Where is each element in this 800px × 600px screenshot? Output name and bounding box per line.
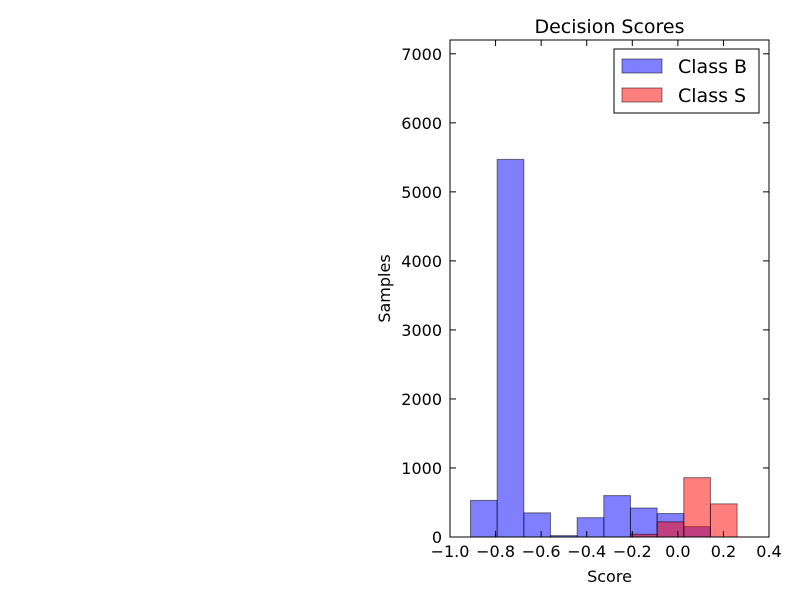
x-tick-label: −1.0 [431, 542, 470, 561]
y-axis-title: Samples [375, 254, 394, 322]
y-tick-label: 6000 [401, 114, 442, 133]
bar-class-b-4 [576, 517, 605, 538]
bar-class-b-0 [470, 499, 498, 538]
bar-class-s-7 [656, 521, 685, 538]
y-tick-label: 1000 [401, 459, 442, 478]
chart-title: Decision Scores [534, 16, 684, 38]
y-tick-label: 3000 [401, 321, 442, 340]
ticks-layer: −1.0 −0.8 −0.6 −0.4 −0.2 0.0 0.2 0.4 0 1000 2000 30… [401, 40, 782, 561]
y-tick-label: 2000 [401, 390, 442, 409]
y-tick-label: 5000 [401, 183, 442, 202]
bar-class-b-6 [629, 507, 658, 538]
y-tick-label: 0 [432, 528, 442, 547]
x-tick-label: 0.2 [711, 542, 736, 561]
legend: Class B Class S [613, 48, 760, 114]
x-tick-label: −0.2 [613, 542, 652, 561]
bar-class-b-5 [603, 495, 631, 538]
y-tick-label: 7000 [401, 45, 442, 64]
bars-layer [470, 158, 738, 538]
x-tick-label: 0.4 [756, 542, 781, 561]
plot-frame [449, 39, 770, 538]
x-tick-label: 0.0 [665, 542, 690, 561]
x-tick-label: −0.8 [476, 542, 515, 561]
bar-class-b-2 [523, 512, 551, 538]
x-axis-title: Score [587, 567, 632, 586]
legend-swatch-class-s [621, 87, 663, 103]
bar-class-b-1 [496, 158, 525, 538]
legend-swatch-class-b [621, 58, 663, 74]
x-tick-label: −0.4 [567, 542, 606, 561]
x-tick-label: −0.6 [522, 542, 561, 561]
legend-label-class-b: Class B [678, 56, 747, 78]
legend-label-class-s: Class S [678, 85, 746, 107]
y-tick-label: 4000 [401, 252, 442, 271]
bar-class-s-8 [683, 477, 711, 538]
